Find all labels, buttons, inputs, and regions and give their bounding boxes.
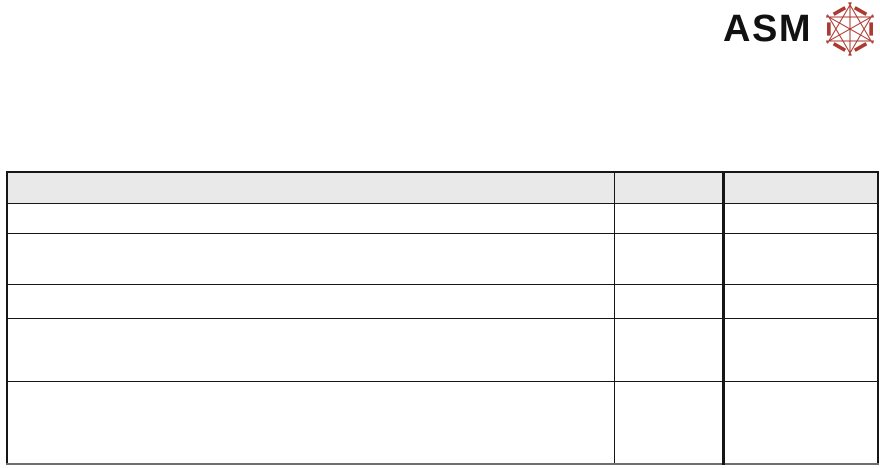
table-cell — [721, 232, 879, 285]
table-row — [6, 317, 879, 382]
table-cell — [721, 380, 879, 465]
form-table — [6, 171, 879, 465]
table-cell — [6, 232, 615, 285]
table-cell — [613, 283, 724, 319]
table-cell — [721, 202, 879, 234]
table-cell — [613, 317, 724, 382]
table-row — [6, 283, 879, 319]
header-cell — [721, 171, 879, 204]
table-row — [6, 202, 879, 234]
table-cell — [613, 232, 724, 285]
table-cell — [6, 380, 615, 465]
header-cell — [613, 171, 724, 204]
table-cell — [721, 317, 879, 382]
table-cell — [613, 202, 724, 234]
table-row — [6, 380, 879, 465]
table-cell — [6, 317, 615, 382]
table-header-row — [6, 171, 879, 204]
header-cell — [6, 171, 615, 204]
asm-logo: ASM — [723, 2, 875, 56]
asm-hexagon-lattice-icon — [825, 2, 875, 56]
table-cell — [6, 202, 615, 234]
table-cell — [6, 283, 615, 319]
table-row — [6, 232, 879, 285]
table-cell — [613, 380, 724, 465]
table-cell — [721, 283, 879, 319]
asm-logo-text: ASM — [723, 8, 812, 50]
